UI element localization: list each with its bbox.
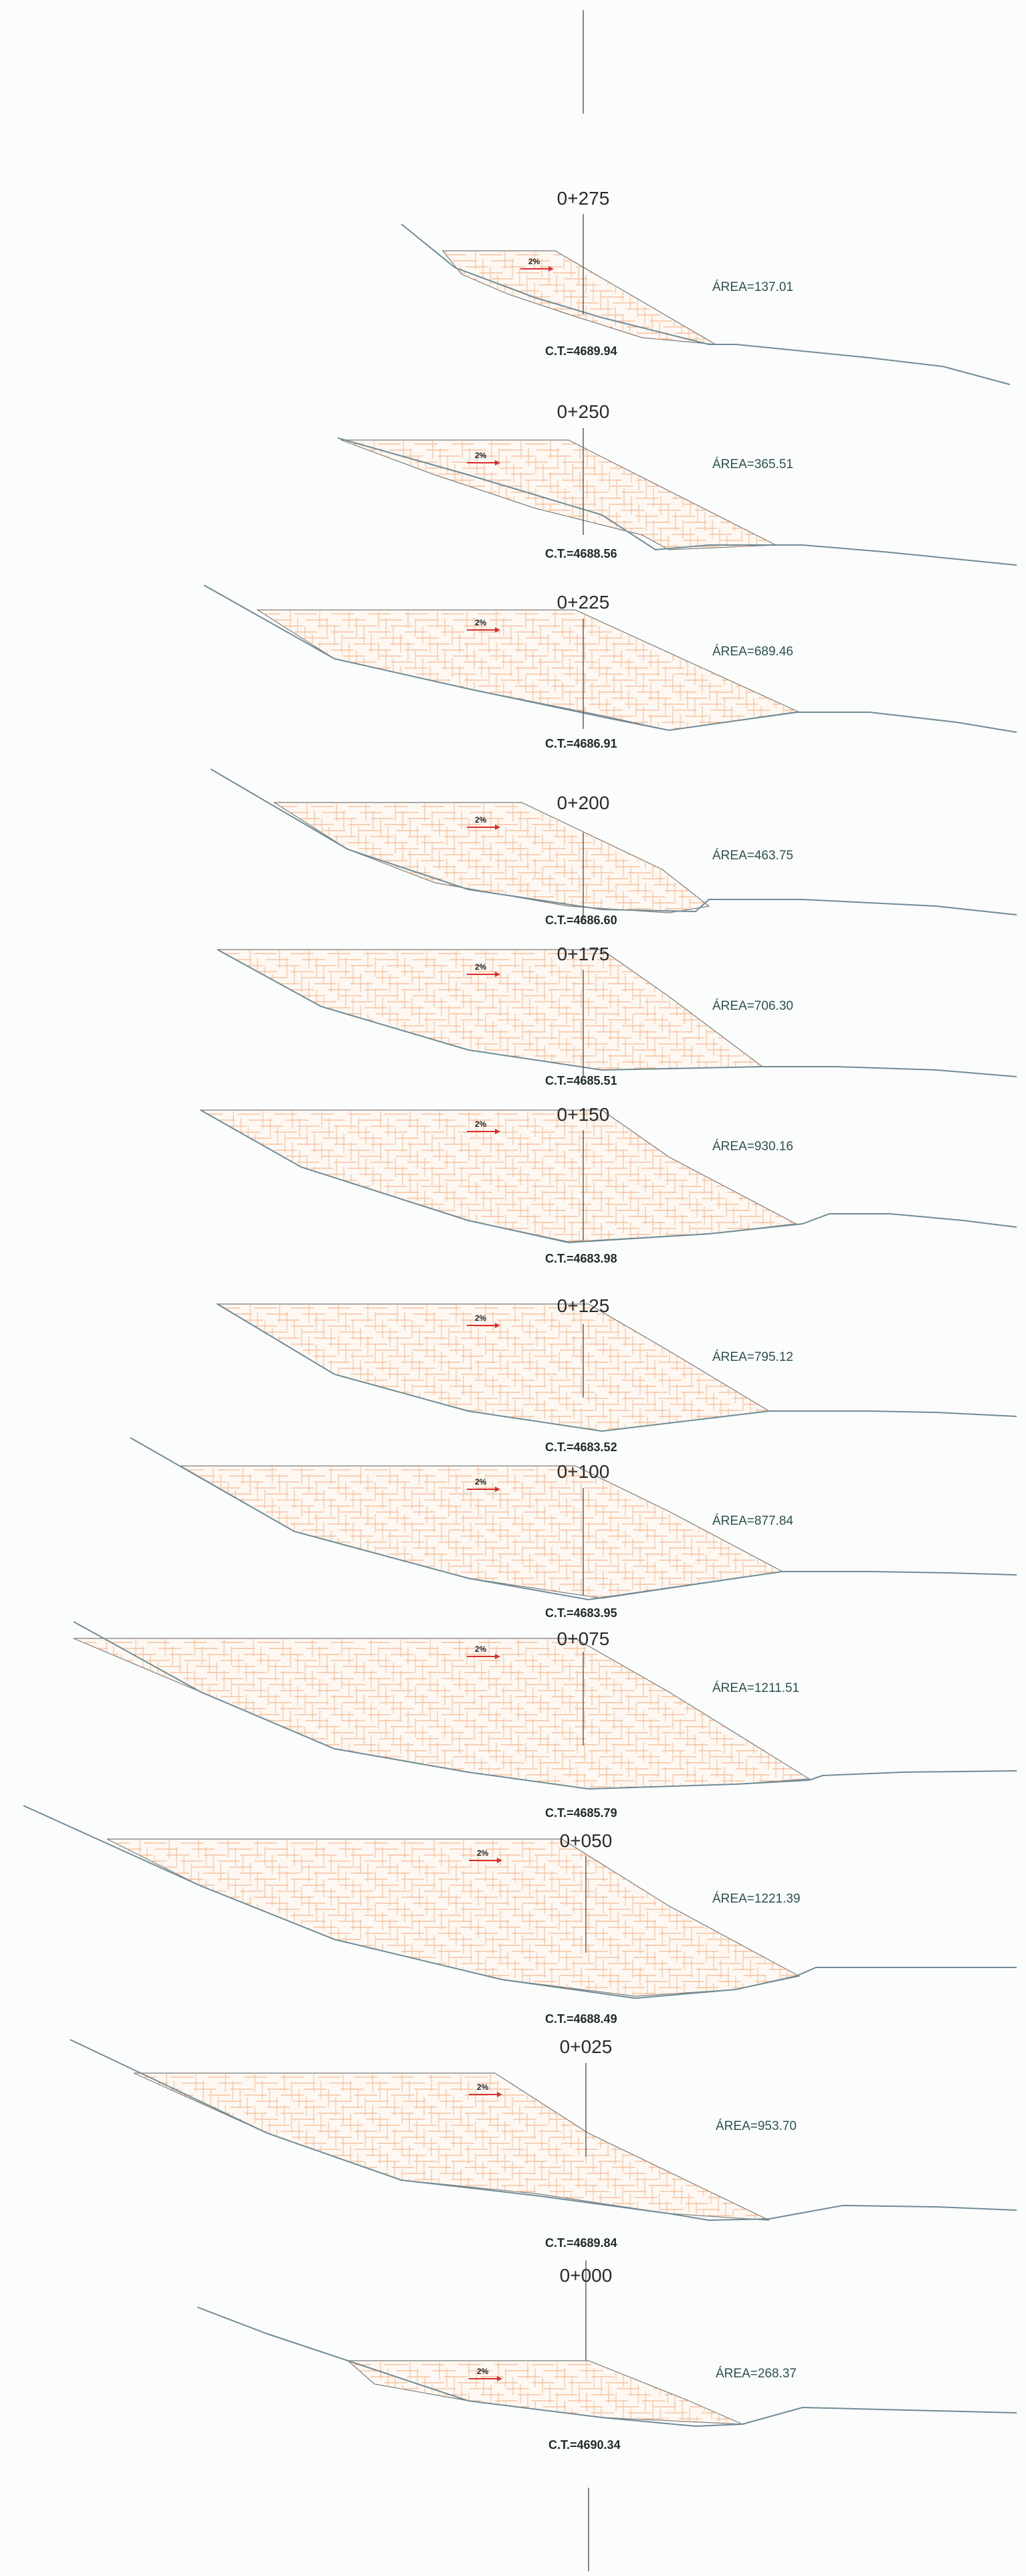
slope-arrowhead-icon xyxy=(495,825,500,830)
slope-label: 2% xyxy=(528,257,540,266)
slope-label: 2% xyxy=(477,1848,489,1858)
terrain-line xyxy=(337,437,1017,566)
slope-arrowhead-icon xyxy=(495,460,500,465)
terrain-line xyxy=(217,949,1017,1077)
slope-label: 2% xyxy=(475,1313,487,1323)
slope-arrowhead-icon xyxy=(495,1323,500,1328)
slope-arrowhead-icon xyxy=(497,1858,502,1863)
slope-label: 2% xyxy=(477,2367,489,2376)
station-label: 0+075 xyxy=(557,1628,610,1649)
terrain-line xyxy=(23,1805,1017,2000)
area-label: ÁREA=463.75 xyxy=(712,849,793,863)
terrain-line xyxy=(203,584,1017,733)
station-label: 0+150 xyxy=(557,1104,610,1125)
slope-arrowhead-icon xyxy=(495,1129,500,1134)
station-label: 0+025 xyxy=(560,2036,613,2057)
area-label: ÁREA=1221.39 xyxy=(712,1892,801,1906)
area-label: ÁREA=930.16 xyxy=(712,1140,793,1154)
ct-label: C.T.=4685.51 xyxy=(545,1074,617,1087)
slope-label: 2% xyxy=(475,962,487,972)
ct-label: C.T.=4686.60 xyxy=(545,914,617,927)
terrain-line xyxy=(200,1109,1017,1244)
ct-label: C.T.=4685.79 xyxy=(545,1806,617,1820)
slope-arrowhead-icon xyxy=(497,2376,502,2381)
ct-label: C.T.=4690.34 xyxy=(548,2438,621,2452)
area-label: ÁREA=689.46 xyxy=(712,645,793,659)
slope-label: 2% xyxy=(475,451,487,460)
station-label: 0+125 xyxy=(557,1295,610,1316)
ct-label: C.T.=4683.95 xyxy=(545,1606,617,1620)
slope-label: 2% xyxy=(477,2082,489,2092)
area-label: ÁREA=795.12 xyxy=(712,1350,793,1364)
station-label: 0+175 xyxy=(557,944,610,964)
slope-arrowhead-icon xyxy=(495,972,500,977)
ct-label: C.T.=4686.91 xyxy=(545,737,617,750)
fill-area xyxy=(441,250,716,345)
station-label: 0+100 xyxy=(557,1461,610,1482)
ct-label: C.T.=4689.84 xyxy=(545,2236,617,2250)
area-label: ÁREA=268.37 xyxy=(716,2367,797,2381)
section-0+050: 0+050 2% ÁREA=1221.39 C.T.=4688.49 xyxy=(23,1805,1017,2026)
terrain-line xyxy=(70,2039,1017,2222)
terrain-line xyxy=(210,768,1017,916)
station-label: 0+000 xyxy=(560,2265,613,2286)
ct-label: C.T.=4688.49 xyxy=(545,2012,617,2026)
ct-label: C.T.=4688.56 xyxy=(545,547,617,560)
terrain-line xyxy=(401,223,1011,385)
station-label: 0+250 xyxy=(557,401,610,422)
terrain-line xyxy=(73,1621,1017,1790)
area-label: ÁREA=877.84 xyxy=(712,1514,793,1528)
station-label: 0+225 xyxy=(557,592,610,613)
terrain-line xyxy=(197,2306,1017,2428)
slope-arrowhead-icon xyxy=(495,1487,500,1492)
slope-label: 2% xyxy=(475,618,487,627)
area-label: ÁREA=137.01 xyxy=(712,280,793,294)
ct-label: C.T.=4683.98 xyxy=(545,1252,617,1265)
station-label: 0+275 xyxy=(557,188,610,209)
terrain-line xyxy=(130,1437,1017,1601)
slope-label: 2% xyxy=(475,1477,487,1487)
area-label: ÁREA=953.70 xyxy=(716,2119,797,2133)
slope-arrowhead-icon xyxy=(495,1654,500,1659)
slope-label: 2% xyxy=(475,1119,487,1129)
ct-label: C.T.=4689.94 xyxy=(545,344,617,358)
slope-arrowhead-icon xyxy=(495,627,500,633)
area-label: ÁREA=706.30 xyxy=(712,999,793,1013)
terrain-line xyxy=(217,1303,1017,1432)
area-label: ÁREA=365.51 xyxy=(712,457,793,471)
station-label: 0+050 xyxy=(560,1830,613,1851)
ct-label: C.T.=4683.52 xyxy=(545,1440,617,1454)
slope-label: 2% xyxy=(475,1644,487,1654)
slope-arrowhead-icon xyxy=(548,266,554,272)
slope-arrowhead-icon xyxy=(497,2092,502,2097)
area-label: ÁREA=1211.51 xyxy=(712,1681,799,1695)
station-label: 0+200 xyxy=(557,792,610,813)
slope-label: 2% xyxy=(475,815,487,825)
